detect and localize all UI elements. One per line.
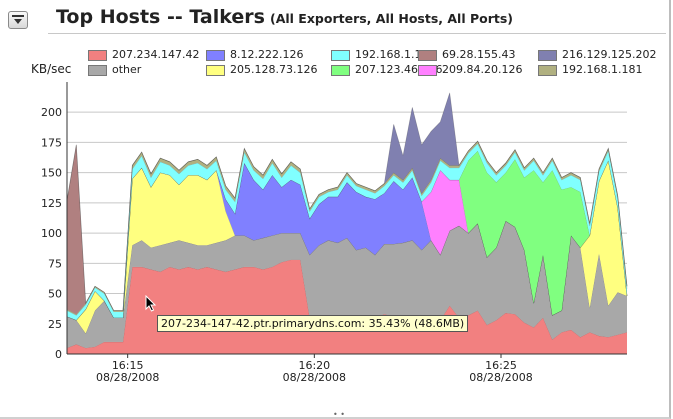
series-area[interactable] (67, 143, 627, 321)
legend-swatch (206, 50, 225, 61)
legend-label: 192.168.1.181 (562, 63, 643, 76)
y-axis-label: KB/sec (31, 62, 72, 76)
x-tick-label: 16:15 (112, 359, 144, 372)
legend-swatch (206, 65, 225, 76)
y-tick-label: 0 (55, 348, 62, 361)
y-tick-label: 175 (41, 136, 62, 149)
legend-label: 8.12.222.126 (230, 48, 304, 61)
x-tick-label: 16:20 (298, 359, 330, 372)
legend-swatch (418, 65, 437, 76)
legend-swatch (538, 50, 557, 61)
title-divider (48, 33, 666, 34)
y-tick-label: 50 (48, 288, 62, 301)
y-tick-label: 100 (41, 227, 62, 240)
chart-menu-button[interactable] (8, 11, 28, 29)
resize-grip-icon[interactable]: • • (333, 410, 345, 419)
legend-swatch (88, 65, 107, 76)
series-outline (66, 140, 628, 315)
series-area[interactable] (67, 160, 627, 334)
legend-swatch (88, 50, 107, 61)
legend-swatch (418, 50, 437, 61)
y-tick-label: 75 (48, 257, 62, 270)
legend-label: 69.28.155.43 (442, 48, 516, 61)
series-area[interactable] (67, 160, 627, 321)
report-title-main: Top Hosts -- Talkers (56, 6, 265, 28)
x-tick-date: 08/28/2008 (96, 371, 159, 384)
legend-label: 209.84.20.126 (442, 63, 523, 76)
x-tick-date: 08/28/2008 (283, 371, 346, 384)
legend-swatch (331, 65, 350, 76)
y-tick-label: 150 (41, 167, 62, 180)
hover-tooltip: 207-234-147-42.ptr.primarydns.com: 35.43… (157, 315, 469, 332)
legend-swatch (538, 65, 557, 76)
series-outline (66, 92, 628, 311)
y-tick-label: 125 (41, 197, 62, 210)
legend-label: 207.234.147.42 (112, 48, 200, 61)
legend-label: other (112, 63, 142, 76)
series-outline (66, 140, 628, 311)
series-area[interactable] (67, 150, 627, 321)
report-title-sub: (All Exporters, All Hosts, All Ports) (270, 11, 514, 26)
mouse-cursor-icon (145, 295, 157, 312)
legend-label: 216.129.125.202 (562, 48, 657, 61)
y-tick-label: 25 (48, 318, 62, 331)
x-tick-label: 16:25 (485, 359, 517, 372)
report-title: Top Hosts -- Talkers (All Exporters, All… (56, 6, 513, 28)
legend-label: 205.128.73.126 (230, 63, 318, 76)
y-tick-label: 200 (41, 106, 62, 119)
legend-label: 192.168.1.140 (355, 48, 436, 61)
legend-swatch (331, 50, 350, 61)
x-tick-date: 08/28/2008 (469, 371, 532, 384)
series-area[interactable] (67, 221, 627, 348)
dropdown-menu-icon (12, 15, 24, 24)
